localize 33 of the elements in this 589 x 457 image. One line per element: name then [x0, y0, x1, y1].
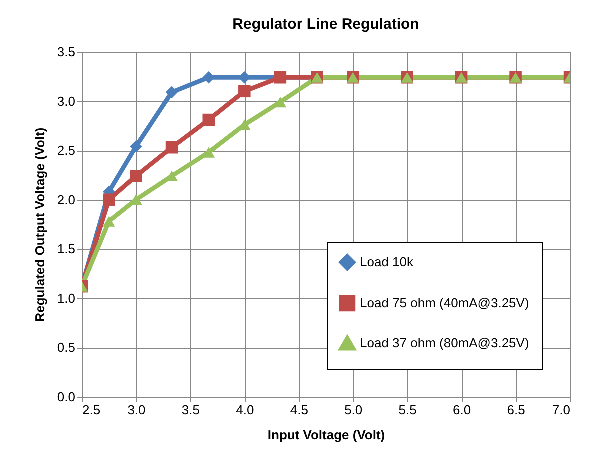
chart-title: Regulator Line Regulation — [232, 16, 420, 33]
point — [202, 114, 216, 126]
y-axis-title: Regulated Output Voltage (Volt) — [32, 128, 48, 322]
point — [238, 85, 251, 98]
x-tick-label: 5.5 — [398, 402, 417, 418]
point — [130, 140, 142, 153]
legend-label: Load 10k — [360, 254, 414, 270]
x-tick-label: 6.0 — [453, 402, 472, 418]
x-tick-label: 3.0 — [128, 402, 146, 418]
legend-label: Load 75 ohm (40mA@3.25V) — [360, 296, 530, 310]
y-tick-label: 1.0 — [57, 290, 76, 306]
x-tick-label: 2.5 — [82, 402, 101, 418]
y-tick-label: 0.0 — [57, 390, 76, 404]
y-tick-label: 3.5 — [57, 44, 76, 60]
x-tick-label: 3.5 — [182, 402, 200, 418]
x-axis-title: Input Voltage (Volt) — [268, 428, 386, 442]
point — [102, 194, 116, 206]
point — [166, 141, 178, 154]
point — [274, 96, 287, 108]
y-tick-label: 2.0 — [57, 192, 76, 208]
x-tick-label: 4.5 — [290, 402, 308, 418]
point — [166, 86, 178, 99]
y-tick-label: 3.0 — [57, 94, 76, 109]
point — [102, 216, 116, 227]
x-tick-label: 6.5 — [507, 402, 526, 418]
x-tick-label: 5.0 — [344, 402, 363, 418]
legend-label: Load 37 ohm (80mA@3.25V) — [360, 336, 530, 350]
y-tick-label: 0.5 — [57, 340, 76, 356]
x-tick-label: 4.0 — [236, 402, 254, 418]
y-tick-label: 1.5 — [57, 242, 76, 257]
point — [130, 170, 142, 182]
x-tick-label: 7.0 — [552, 402, 570, 418]
y-tick-label: 2.5 — [57, 143, 76, 158]
